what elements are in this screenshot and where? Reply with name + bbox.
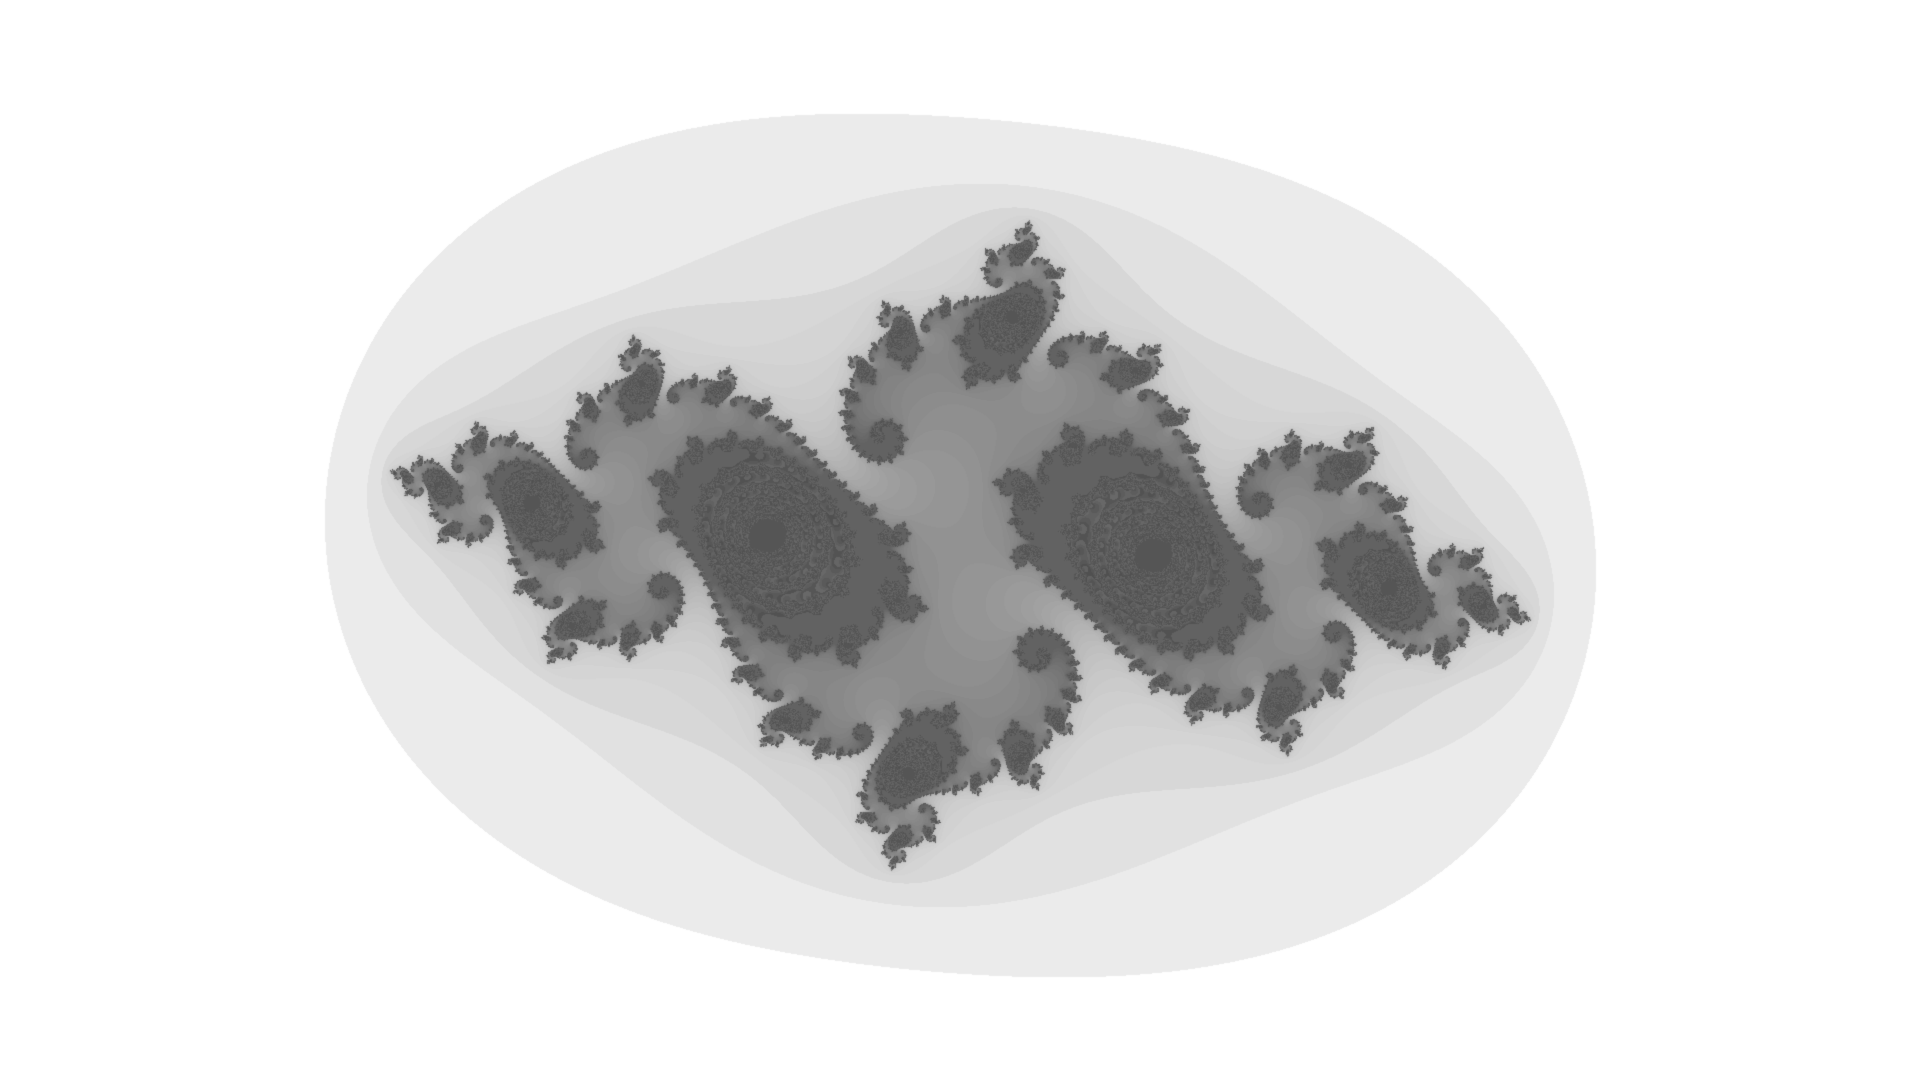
julia-fractal-image <box>0 0 1920 1080</box>
